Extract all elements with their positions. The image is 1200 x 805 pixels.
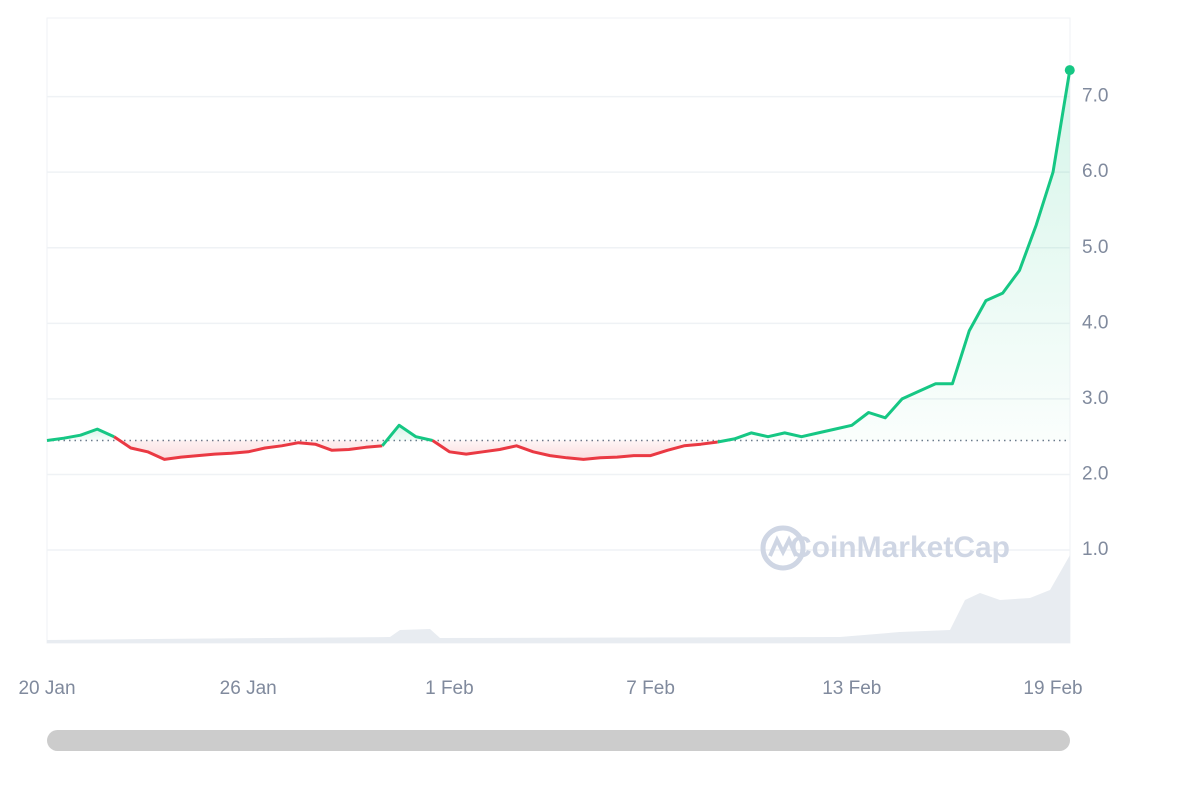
area — [382, 425, 433, 446]
y-tick-label: 2.0 — [1082, 463, 1108, 484]
x-tick-label: 26 Jan — [220, 678, 277, 699]
volume-area — [47, 555, 1070, 643]
y-tick-label: 6.0 — [1082, 161, 1108, 182]
x-tick-label: 7 Feb — [626, 678, 675, 699]
scrollbar[interactable] — [47, 730, 1070, 751]
plot — [46, 65, 1075, 461]
x-tick-label: 19 Feb — [1023, 678, 1082, 699]
x-tick-label: 20 Jan — [18, 678, 75, 699]
x-tick-label: 1 Feb — [425, 678, 474, 699]
price-line — [381, 423, 433, 447]
y-tick-label: 5.0 — [1082, 237, 1108, 258]
watermark: CoinMarketCap — [790, 531, 1010, 564]
price-line — [717, 69, 1072, 444]
price-line — [431, 439, 718, 461]
y-tick-label: 1.0 — [1082, 539, 1108, 560]
price-line — [113, 435, 383, 461]
price-line — [46, 427, 115, 442]
y-tick-label: 4.0 — [1082, 312, 1108, 333]
area — [717, 70, 1070, 442]
x-tick-label: 13 Feb — [822, 678, 881, 699]
y-tick-label: 3.0 — [1082, 388, 1108, 409]
area — [114, 436, 383, 460]
grid — [47, 95, 1070, 551]
area — [432, 440, 718, 460]
area — [47, 429, 115, 441]
watermark-logo — [760, 525, 806, 571]
last-point — [1064, 65, 1075, 76]
y-tick-label: 7.0 — [1082, 86, 1108, 107]
